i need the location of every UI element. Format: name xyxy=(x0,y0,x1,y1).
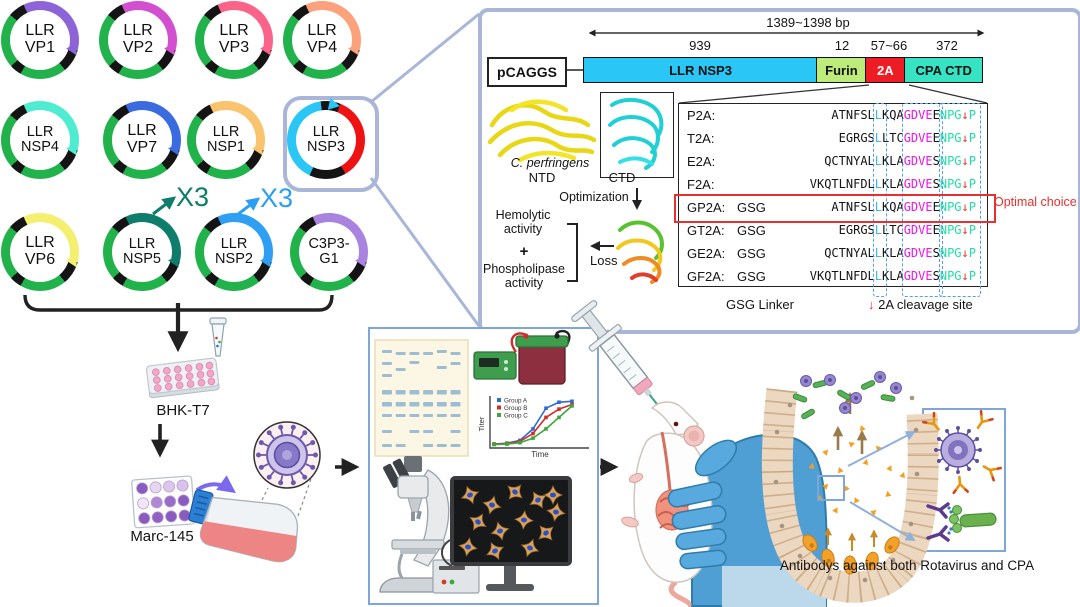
plasmid-llrvp7: LLR VP7 xyxy=(103,101,184,179)
microtube-icon xyxy=(209,317,227,357)
phospholipase-activity-label: Phospholipase activity xyxy=(482,262,565,290)
figure-caption: Antibodys against both Rotavirus and CPA xyxy=(779,558,1035,573)
segment-size-0: 939 xyxy=(689,38,711,53)
antibody-inset-panel xyxy=(922,408,1006,552)
peptide-row-gp2a: GP2A: GSG ATNFSLLKQAGDVEENPG↓P xyxy=(687,200,976,215)
plasmid-llrvp6: LLR VP6 xyxy=(1,213,82,291)
x3-annotation-blue: X3 xyxy=(260,183,294,213)
cleavage-arrow-glyph: ↓ xyxy=(868,297,875,312)
gsg-linker-label: GSG Linker xyxy=(726,297,794,312)
plasmid-llrvp4: LLR VP4 xyxy=(283,1,364,79)
plasmid-llrnsp1: LLR NSP1 xyxy=(187,101,268,179)
segment-cpa-ctd: CPA CTD xyxy=(904,57,984,83)
intestine-crypt-icon xyxy=(761,371,940,604)
segment-2a: 2A xyxy=(864,57,906,83)
bp-span-label: 1389~1398 bp xyxy=(766,15,850,30)
well-plate-12-icon xyxy=(131,475,196,529)
optimization-label: Optimization xyxy=(559,190,629,204)
ctd-label: CTD xyxy=(608,170,636,185)
npgp-column xyxy=(939,103,981,297)
hemolytic-activity-label: Hemolytic activity xyxy=(495,208,551,236)
marc-145-label: Marc-145 xyxy=(130,528,194,545)
bhk-t7-label: BHK-T7 xyxy=(156,402,210,419)
peptide-row-gt2a: GT2A: GSG EGRGSLLTCGDVEENPG↓P xyxy=(687,223,976,238)
conserved-L-column xyxy=(873,103,887,297)
transfer-arrow xyxy=(195,475,236,494)
peptide-row-ge2a: GE2A: GSG QCTNYALLKLAGDVESNPG↓P xyxy=(687,246,976,261)
plasmid-llrnsp3: LLR NSP3 xyxy=(287,97,365,179)
segment-size-3: 372 xyxy=(936,38,958,53)
ntd-label: NTD xyxy=(528,170,556,185)
plasmid-llrnsp4: LLR NSP4 xyxy=(1,101,82,179)
gloved-hand-mouse xyxy=(621,401,828,607)
callout-lines xyxy=(369,12,481,327)
loss-label: Loss xyxy=(590,253,618,268)
plasmid-llrnsp2: LLR NSP2 xyxy=(195,213,276,291)
segment-size-2: 57~66 xyxy=(870,38,908,53)
culture-flask-icon xyxy=(188,489,299,563)
x3-annotation-teal: X3 xyxy=(176,182,210,212)
rotavirus-particle-icon xyxy=(253,421,321,517)
construct-bar: LLR NSP3 Furin 2A CPA CTD xyxy=(583,57,984,83)
peptide-row-p2a: P2A: ATNFSLLKQAGDVEENPG↓P xyxy=(687,108,976,123)
gdvee-column xyxy=(902,103,943,297)
plasmid-c3p3-g1: C3P3- G1 xyxy=(290,213,371,291)
peptide-row-e2a: E2A: QCTNYALLKLAGDVESNPG↓P xyxy=(687,154,976,169)
organism-label: C. perfringens xyxy=(510,156,590,170)
plasmid-llrvp3: LLR VP3 xyxy=(195,1,276,79)
optimal-choice-label: Optimal choice xyxy=(994,195,1077,209)
plasmid-llrvp2: LLR VP2 xyxy=(99,1,180,79)
peptide-row-f2a: F2A: VKQTLNFDLLKLAGDVESNPG↓P xyxy=(687,177,976,192)
nsp3-highlight-box xyxy=(283,96,379,192)
segment-llr-nsp3: LLR NSP3 xyxy=(583,57,818,83)
ctd-structure-box xyxy=(600,92,674,178)
optimal-choice-box xyxy=(674,194,996,223)
peptide-row-t2a: T2A: EGRGSLLTCGDVEENPG↓P xyxy=(687,131,976,146)
plasmid-llrvp1: LLR VP1 xyxy=(1,1,82,79)
analysis-panel xyxy=(368,327,599,605)
well-plate-24-icon xyxy=(145,357,220,399)
glove-fingers xyxy=(667,439,738,570)
vector-label: pCAGGS xyxy=(487,57,567,87)
glove xyxy=(690,433,828,607)
x3-arrow-teal xyxy=(152,196,177,216)
plasmid-llrnsp5: LLR NSP5 xyxy=(103,213,184,291)
segment-furin: Furin xyxy=(816,57,867,83)
plus-sign: + xyxy=(519,243,529,260)
mouse xyxy=(621,401,713,607)
gene-arrowhead xyxy=(327,97,342,113)
peptide-row-gf2a: GF2A: GSG VKQTLNFDLLKLAGDVESNPG↓P xyxy=(687,269,976,284)
cleavage-site-label: ↓ 2A cleavage site xyxy=(868,297,973,312)
segment-size-1: 12 xyxy=(834,38,850,53)
funnel-brace xyxy=(23,294,334,353)
